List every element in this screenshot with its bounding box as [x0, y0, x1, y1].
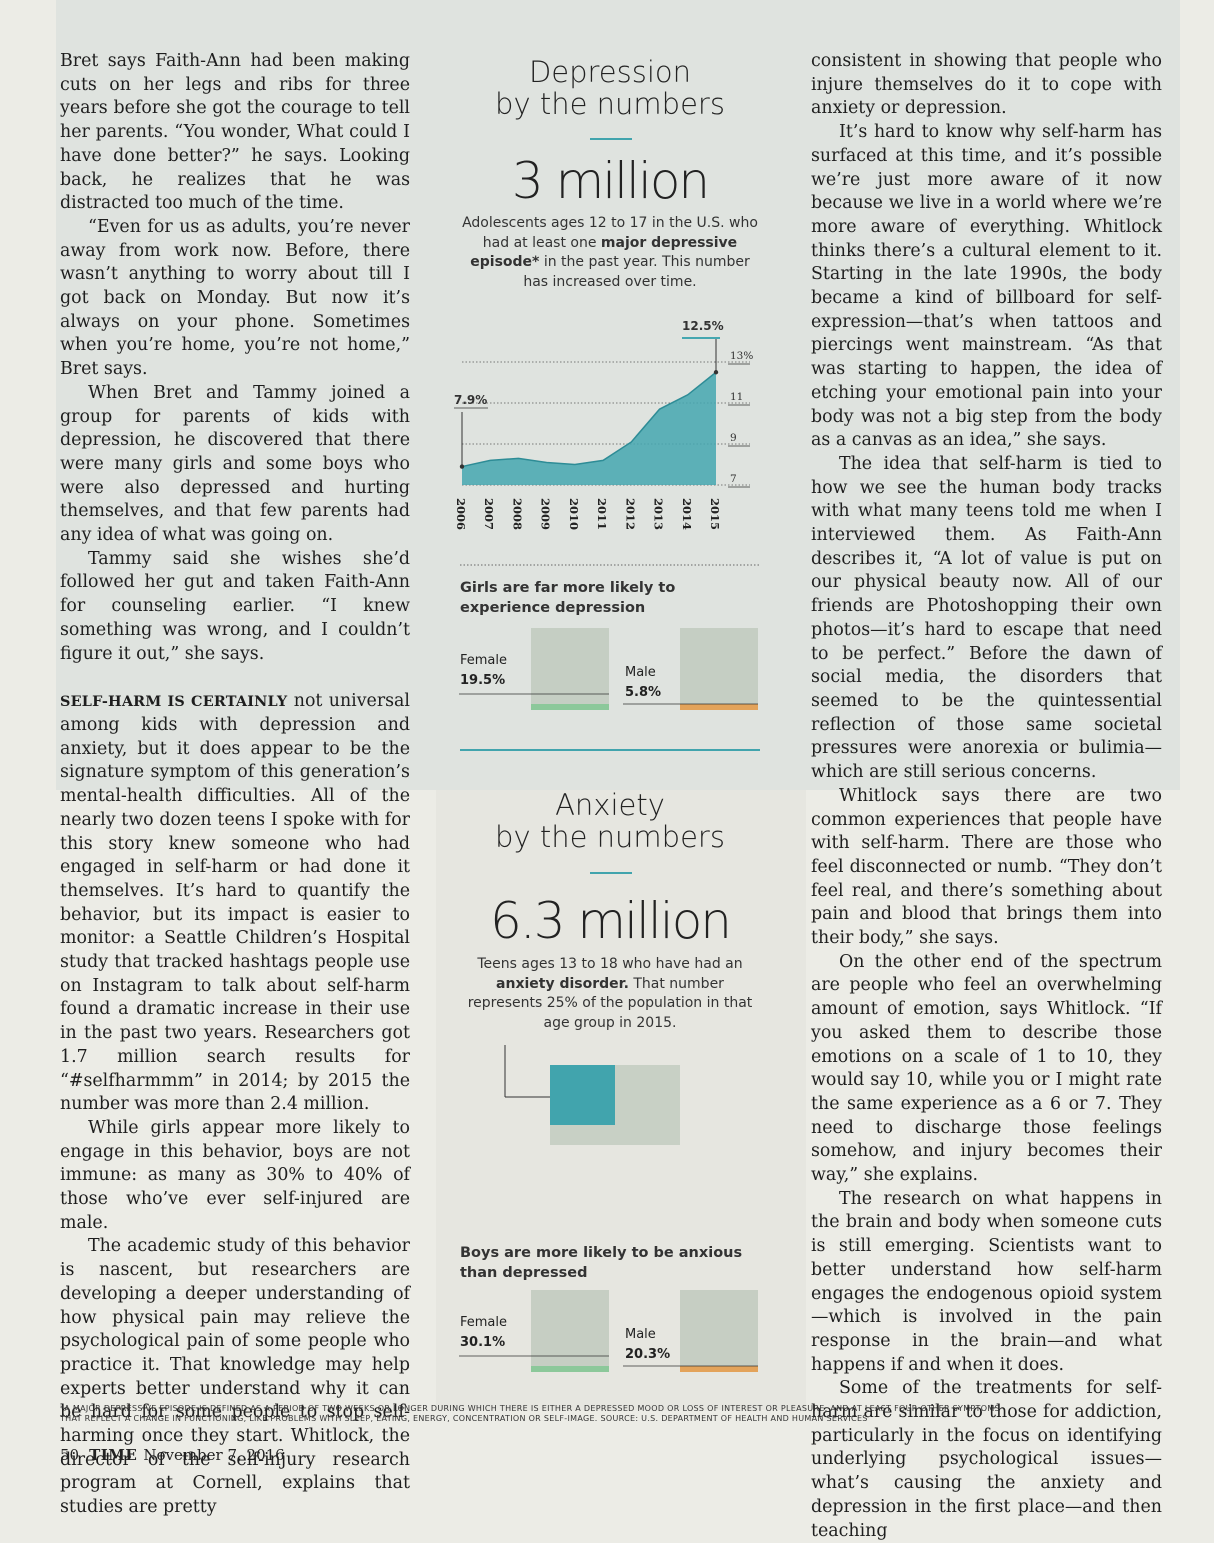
depression-gender-graphic: Female 19.5% Male 5.8% — [459, 628, 758, 710]
paragraph: The academic study of this behavior is n… — [60, 1236, 410, 1518]
depression-description: Adolescents ages 12 to 17 in the U.S. wh… — [462, 215, 758, 290]
page-folio: 50 TIME November 7, 2016 — [60, 1446, 285, 1464]
article-column-left: Bret says Faith-Ann had been making cuts… — [60, 50, 410, 1520]
depression-title: Depression by the numbers — [495, 55, 725, 121]
female-bar — [531, 1366, 609, 1372]
x-tick-label: 2010 — [567, 498, 581, 530]
start-point — [459, 464, 465, 469]
male-bar — [680, 1366, 758, 1372]
male-label: Male — [625, 1327, 656, 1342]
start-value-label: 7.9% — [454, 393, 487, 407]
article-column-right: consistent in showing that people who in… — [811, 50, 1162, 1543]
paragraph: While girls appear more likely to engage… — [60, 1117, 410, 1233]
area-line — [461, 371, 717, 468]
y-tick-label: 11 — [730, 391, 743, 403]
female-square — [531, 1290, 609, 1372]
male-bar — [680, 704, 758, 710]
female-label: Female — [460, 1315, 507, 1330]
male-label: Male — [625, 665, 656, 680]
section-rule — [460, 749, 760, 751]
x-tick-label: 2008 — [510, 498, 524, 530]
title-rule — [590, 872, 632, 874]
male-value: 5.8% — [625, 685, 661, 700]
paragraph: “Even for us as adults, you’re never awa… — [60, 216, 410, 380]
anxiety-big-number: 6.3 million — [490, 892, 732, 950]
anxiety-gender-title: Boys are more likely to be anxious than … — [460, 1245, 743, 1281]
female-value: 30.1% — [460, 1335, 505, 1350]
paragraph: On the other end of the spectrum are peo… — [811, 951, 1162, 1186]
section-lead-rest: not universal among kids with depression… — [60, 691, 410, 1115]
depression-gender-title: Girls are far more likely to experience … — [460, 580, 676, 616]
x-tick-label: 2006 — [454, 498, 468, 530]
end-point — [713, 370, 719, 375]
section-paragraph: SELF-HARM IS CERTAINLY not universal amo… — [60, 690, 410, 1117]
title-rule — [590, 138, 632, 140]
page-number: 50 — [60, 1446, 80, 1464]
paragraph: Bret says Faith-Ann had been making cuts… — [60, 51, 410, 214]
y-tick-label: 7 — [730, 473, 737, 485]
female-square — [531, 628, 609, 710]
male-value: 20.3% — [625, 1347, 670, 1362]
share-square — [550, 1065, 615, 1125]
area-series — [462, 372, 716, 485]
y-tick-label: 9 — [730, 432, 737, 444]
paragraph: consistent in showing that people who in… — [811, 51, 1162, 119]
female-label: Female — [460, 653, 507, 668]
anxiety-gender-graphic: Female 30.1% Male 20.3% — [459, 1290, 758, 1372]
x-tick-label: 2007 — [482, 498, 496, 530]
chart-divider — [460, 564, 760, 566]
paragraph: The idea that self-harm is tied to how w… — [811, 453, 1162, 783]
x-tick-label: 2015 — [708, 498, 722, 530]
paragraph: The research on what happens in the brai… — [811, 1188, 1162, 1375]
paragraph: Whitlock says there are two common exper… — [811, 785, 1162, 949]
y-tick-label: 13% — [730, 350, 753, 362]
footnote: *A major depressive episode is defined a… — [60, 1404, 1000, 1423]
background-photo-panel — [56, 0, 1180, 790]
depression-trend-chart: 7 9 11 13% 7.9% 12.5% 2006 2007 2008 2009 2010 2011… — [454, 319, 753, 530]
x-tick-label: 2014 — [680, 498, 694, 530]
paragraph: Some of the treatments for self-harm are… — [811, 1378, 1162, 1541]
end-value-label: 12.5% — [682, 319, 724, 333]
anxiety-share-graphic — [504, 1045, 680, 1145]
magazine-name: TIME — [89, 1446, 138, 1464]
male-square — [680, 628, 758, 710]
x-tick-label: 2013 — [652, 498, 666, 530]
paragraph: When Bret and Tammy joined a group for p… — [60, 382, 410, 546]
female-bar — [531, 704, 609, 710]
x-tick-label: 2011 — [595, 498, 609, 530]
issue-date: November 7, 2016 — [143, 1446, 285, 1464]
depression-big-number: 3 million — [511, 152, 710, 210]
male-square — [680, 1290, 758, 1372]
female-value: 19.5% — [460, 673, 505, 688]
anxiety-title: Anxiety by the numbers — [495, 788, 725, 854]
paragraph: It’s hard to know why self-harm has surf… — [811, 122, 1162, 451]
x-tick-label: 2009 — [539, 498, 553, 530]
paragraph: Tammy said she wishes she’d followed her… — [60, 548, 410, 664]
x-tick-label: 2012 — [623, 498, 637, 530]
anxiety-description: Teens ages 13 to 18 who have had an anxi… — [467, 956, 753, 1031]
section-lead-in: SELF-HARM IS CERTAINLY — [60, 693, 288, 711]
